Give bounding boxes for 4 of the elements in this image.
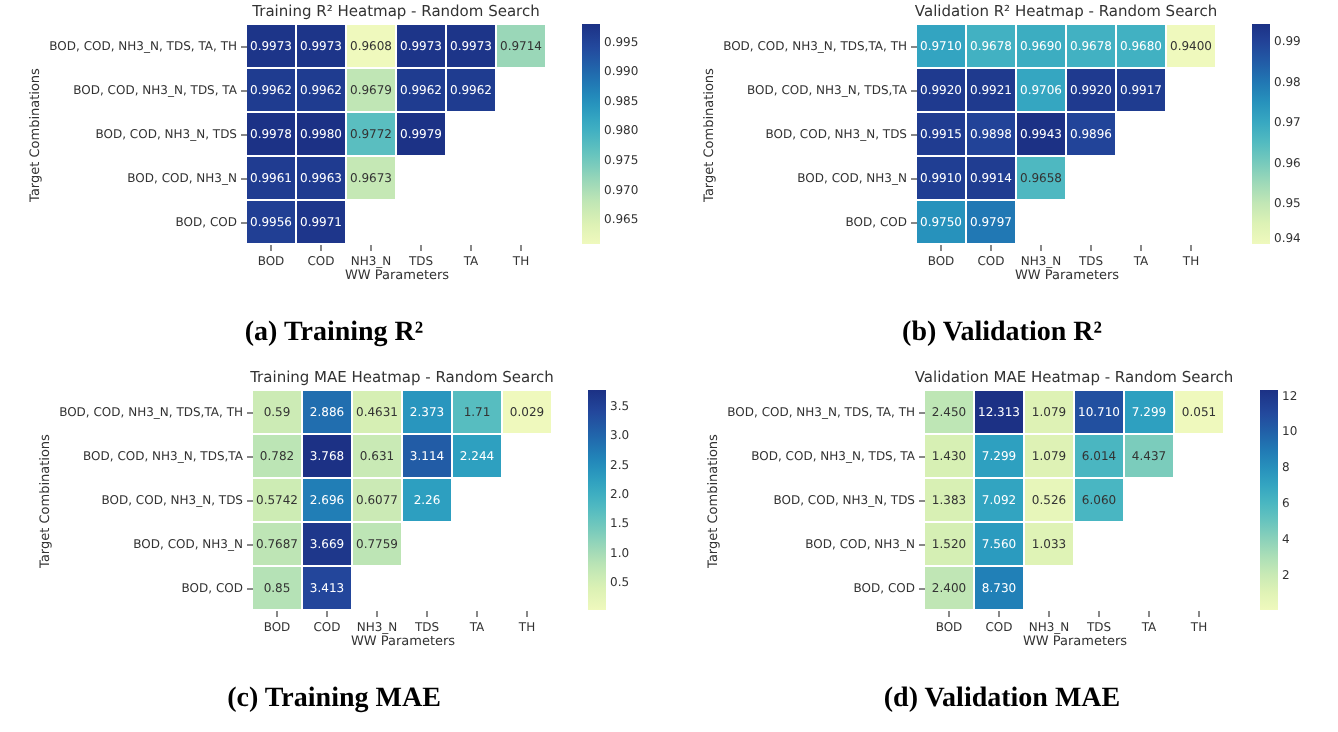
text: (d) Validation MAE: [883, 684, 1121, 716]
text: (a) Training R²: [244, 318, 424, 350]
text: (c) Training MAE: [227, 684, 441, 716]
text: (b) Validation R²: [902, 318, 1102, 350]
